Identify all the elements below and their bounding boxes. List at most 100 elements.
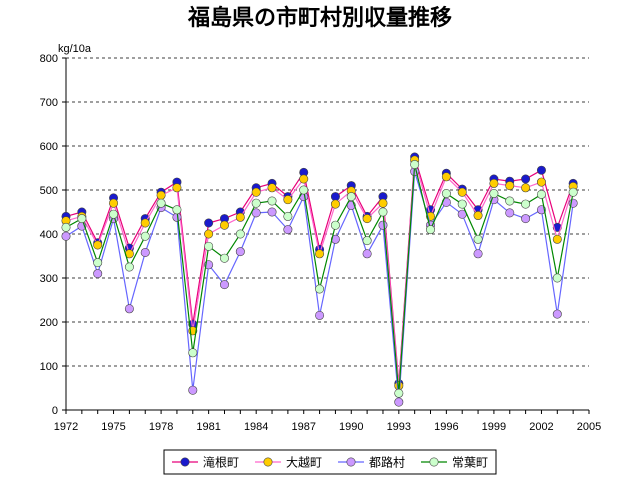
data-point bbox=[521, 199, 531, 209]
data-point bbox=[378, 198, 388, 208]
series-group bbox=[61, 152, 578, 407]
legend-item: 常葉町 bbox=[421, 456, 488, 470]
data-point bbox=[235, 212, 245, 222]
data-point bbox=[188, 348, 198, 358]
y-tick-label: 100 bbox=[40, 361, 58, 373]
y-tick-label: 300 bbox=[40, 273, 58, 285]
series-1 bbox=[61, 152, 578, 389]
data-point bbox=[61, 231, 71, 241]
data-point bbox=[552, 309, 562, 319]
y-tick-label: 700 bbox=[40, 97, 58, 109]
data-point bbox=[473, 211, 483, 221]
data-point bbox=[299, 174, 309, 184]
data-point bbox=[251, 187, 261, 197]
data-point bbox=[219, 253, 229, 263]
data-point bbox=[457, 199, 467, 209]
data-point bbox=[536, 189, 546, 199]
data-point bbox=[426, 225, 436, 235]
data-point bbox=[93, 258, 103, 268]
data-point bbox=[410, 159, 420, 169]
y-tick-label: 800 bbox=[40, 53, 58, 65]
data-point bbox=[188, 385, 198, 395]
data-point bbox=[235, 229, 245, 239]
data-point bbox=[378, 207, 388, 217]
data-point bbox=[568, 187, 578, 197]
data-point bbox=[93, 240, 103, 250]
data-point bbox=[267, 183, 277, 193]
x-tick-label: 2002 bbox=[529, 421, 553, 433]
x-tick-label: 1975 bbox=[101, 421, 125, 433]
legend-label: 大越町 bbox=[286, 456, 322, 470]
legend-item: 滝根町 bbox=[172, 456, 239, 470]
legend-label: 滝根町 bbox=[203, 456, 239, 470]
data-point bbox=[394, 397, 404, 407]
data-point bbox=[521, 174, 531, 184]
data-point bbox=[204, 241, 214, 251]
data-point bbox=[251, 208, 261, 218]
data-point bbox=[521, 183, 531, 193]
data-point bbox=[204, 218, 214, 228]
data-point bbox=[552, 273, 562, 283]
data-point bbox=[156, 190, 166, 200]
x-tick-label: 1990 bbox=[339, 421, 363, 433]
data-point bbox=[93, 269, 103, 279]
x-tick-label: 1984 bbox=[244, 421, 268, 433]
data-point bbox=[109, 209, 119, 219]
x-tick-label: 1978 bbox=[149, 421, 173, 433]
data-point bbox=[457, 187, 467, 197]
data-point bbox=[330, 199, 340, 209]
data-point bbox=[489, 178, 499, 188]
data-point bbox=[235, 247, 245, 257]
data-point bbox=[362, 236, 372, 246]
series-4 bbox=[61, 159, 578, 398]
x-tick-label: 1999 bbox=[482, 421, 506, 433]
data-point bbox=[172, 205, 182, 215]
data-point bbox=[140, 247, 150, 257]
y-tick-label: 0 bbox=[52, 405, 58, 417]
data-point bbox=[473, 234, 483, 244]
data-point bbox=[346, 192, 356, 202]
data-point bbox=[124, 262, 134, 272]
data-point bbox=[219, 280, 229, 290]
data-point bbox=[77, 214, 87, 224]
legend-label: 常葉町 bbox=[452, 456, 488, 470]
data-point bbox=[61, 222, 71, 232]
data-point bbox=[267, 196, 277, 206]
data-point bbox=[283, 195, 293, 205]
y-tick-label: 400 bbox=[40, 229, 58, 241]
data-point bbox=[140, 231, 150, 241]
data-point bbox=[521, 214, 531, 224]
data-point bbox=[315, 249, 325, 259]
legend-marker bbox=[180, 457, 190, 467]
legend-label: 都路村 bbox=[369, 455, 405, 470]
data-point bbox=[552, 234, 562, 244]
x-tick-label: 1996 bbox=[434, 421, 458, 433]
data-point bbox=[156, 198, 166, 208]
legend-marker bbox=[346, 457, 356, 467]
data-point bbox=[172, 183, 182, 193]
data-point bbox=[362, 214, 372, 224]
data-point bbox=[330, 220, 340, 230]
data-point bbox=[378, 220, 388, 230]
legend-marker bbox=[263, 457, 273, 467]
data-point bbox=[140, 218, 150, 228]
chart-title: 福島県の市町村別収量推移 bbox=[187, 5, 452, 31]
data-point bbox=[124, 304, 134, 314]
data-point bbox=[283, 225, 293, 235]
data-point bbox=[505, 181, 515, 191]
data-point bbox=[505, 208, 515, 218]
data-point bbox=[362, 249, 372, 259]
data-point bbox=[283, 211, 293, 221]
data-point bbox=[315, 284, 325, 294]
x-tick-label: 1981 bbox=[196, 421, 220, 433]
data-point bbox=[204, 229, 214, 239]
data-point bbox=[536, 177, 546, 187]
legend: 滝根町 大越町 都路村 常葉町 bbox=[163, 449, 497, 475]
data-point bbox=[109, 198, 119, 208]
y-tick-label: 600 bbox=[40, 141, 58, 153]
data-point bbox=[473, 249, 483, 259]
data-point bbox=[330, 192, 340, 202]
data-point bbox=[441, 172, 451, 182]
x-tick-label: 1993 bbox=[387, 421, 411, 433]
data-point bbox=[536, 165, 546, 175]
